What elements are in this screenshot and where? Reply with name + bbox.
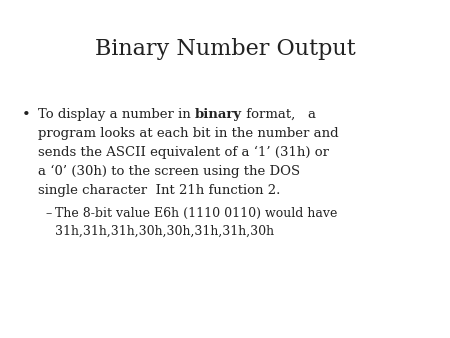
Text: The 8-bit value E6h (1110 0110) would have: The 8-bit value E6h (1110 0110) would ha… (55, 207, 338, 220)
Text: sends the ASCII equivalent of a ‘1’ (31h) or: sends the ASCII equivalent of a ‘1’ (31h… (38, 146, 329, 159)
Text: •: • (22, 108, 31, 122)
Text: format,   a: format, a (242, 108, 316, 121)
Text: –: – (45, 207, 51, 220)
Text: a ‘0’ (30h) to the screen using the DOS: a ‘0’ (30h) to the screen using the DOS (38, 165, 300, 178)
Text: binary: binary (195, 108, 242, 121)
Text: program looks at each bit in the number and: program looks at each bit in the number … (38, 127, 338, 140)
Text: To display a number in: To display a number in (38, 108, 195, 121)
Text: Binary Number Output: Binary Number Output (94, 38, 356, 60)
Text: 31h,31h,31h,30h,30h,31h,31h,30h: 31h,31h,31h,30h,30h,31h,31h,30h (55, 225, 274, 238)
Text: single character  Int 21h function 2.: single character Int 21h function 2. (38, 184, 280, 197)
